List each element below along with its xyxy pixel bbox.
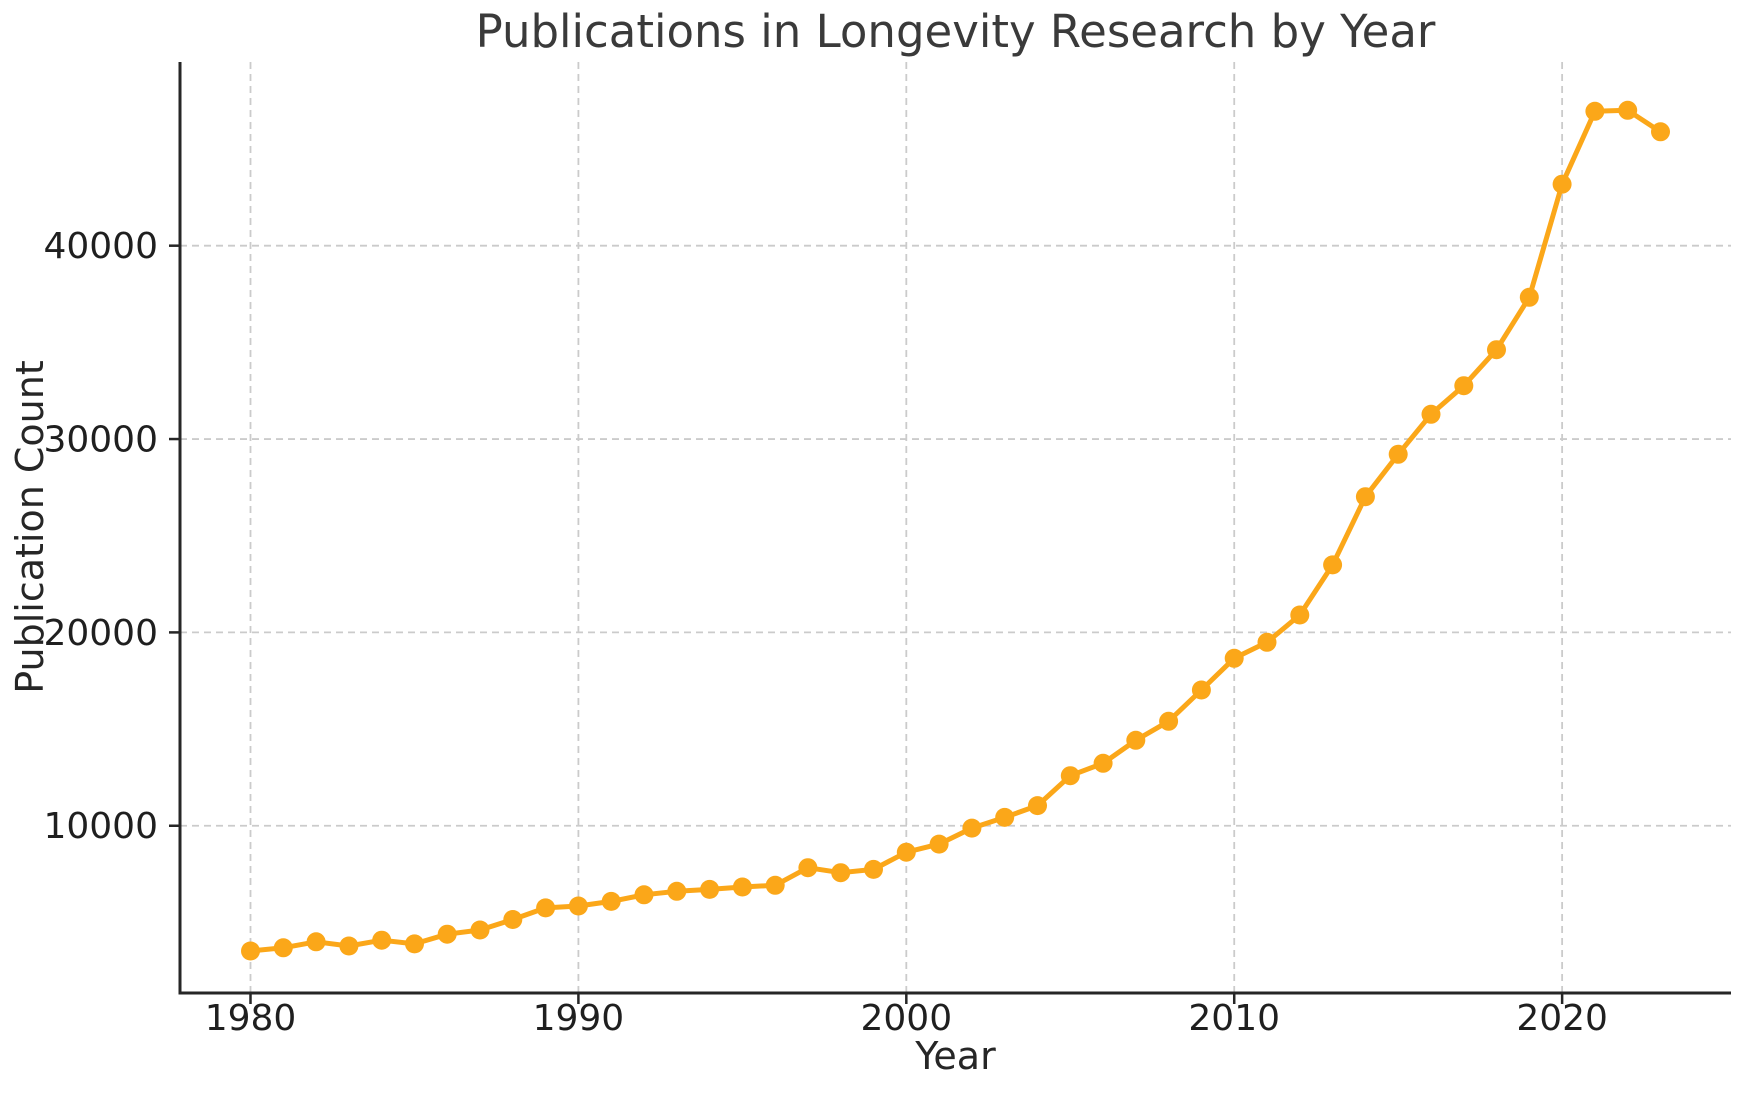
data-point-2010 bbox=[1224, 648, 1244, 668]
data-point-2009 bbox=[1191, 680, 1211, 700]
data-point-2011 bbox=[1257, 632, 1277, 652]
data-point-2003 bbox=[995, 807, 1015, 827]
data-point-2001 bbox=[929, 834, 949, 854]
x-tick-label-2020: 2020 bbox=[1516, 998, 1608, 1039]
data-point-2013 bbox=[1323, 555, 1343, 575]
data-point-1998 bbox=[831, 863, 851, 883]
data-point-1982 bbox=[306, 932, 326, 952]
data-point-2007 bbox=[1126, 730, 1146, 750]
data-point-1993 bbox=[667, 881, 687, 901]
chart-title: Publications in Longevity Research by Ye… bbox=[475, 5, 1436, 58]
data-point-2004 bbox=[1028, 796, 1047, 816]
data-point-2006 bbox=[1093, 753, 1113, 773]
data-point-1988 bbox=[503, 910, 523, 929]
data-point-1996 bbox=[765, 875, 785, 895]
data-point-1997 bbox=[798, 858, 818, 878]
data-point-2021 bbox=[1585, 101, 1605, 121]
data-point-1986 bbox=[437, 924, 457, 944]
data-point-1999 bbox=[864, 859, 883, 879]
data-point-1995 bbox=[732, 877, 752, 897]
y-tick-label-30000: 30000 bbox=[43, 420, 158, 461]
data-point-2015 bbox=[1388, 444, 1408, 464]
data-point-2014 bbox=[1355, 487, 1375, 507]
data-point-1990 bbox=[568, 896, 588, 916]
y-tick-label-40000: 40000 bbox=[43, 226, 158, 267]
data-point-2000 bbox=[896, 842, 916, 862]
data-point-1985 bbox=[405, 934, 424, 954]
x-tick-label-1990: 1990 bbox=[533, 998, 625, 1039]
x-tick-label-1980: 1980 bbox=[205, 998, 297, 1039]
data-point-2016 bbox=[1421, 404, 1441, 424]
data-point-1980 bbox=[241, 941, 260, 961]
data-point-2020 bbox=[1552, 174, 1572, 194]
data-point-1981 bbox=[273, 938, 293, 958]
y-tick-label-20000: 20000 bbox=[43, 613, 158, 654]
data-point-2023 bbox=[1651, 122, 1670, 142]
data-point-2022 bbox=[1618, 100, 1638, 120]
data-point-1984 bbox=[372, 930, 392, 950]
data-point-2017 bbox=[1454, 376, 1474, 396]
data-point-2002 bbox=[962, 818, 982, 838]
data-point-2012 bbox=[1290, 605, 1310, 625]
y-tick-label-10000: 10000 bbox=[43, 806, 158, 847]
data-point-1992 bbox=[634, 885, 654, 905]
data-point-2005 bbox=[1060, 766, 1080, 786]
data-point-2019 bbox=[1519, 287, 1539, 307]
x-tick-label-2010: 2010 bbox=[1188, 998, 1280, 1039]
data-point-1994 bbox=[700, 879, 720, 899]
x-tick-label-2000: 2000 bbox=[861, 998, 953, 1039]
data-point-1991 bbox=[601, 891, 621, 911]
x-axis-label: Year bbox=[915, 1034, 996, 1078]
data-point-2018 bbox=[1487, 340, 1506, 360]
data-point-2008 bbox=[1159, 711, 1179, 731]
data-point-1983 bbox=[339, 936, 359, 956]
data-point-1989 bbox=[536, 898, 556, 918]
data-point-1987 bbox=[470, 920, 490, 940]
